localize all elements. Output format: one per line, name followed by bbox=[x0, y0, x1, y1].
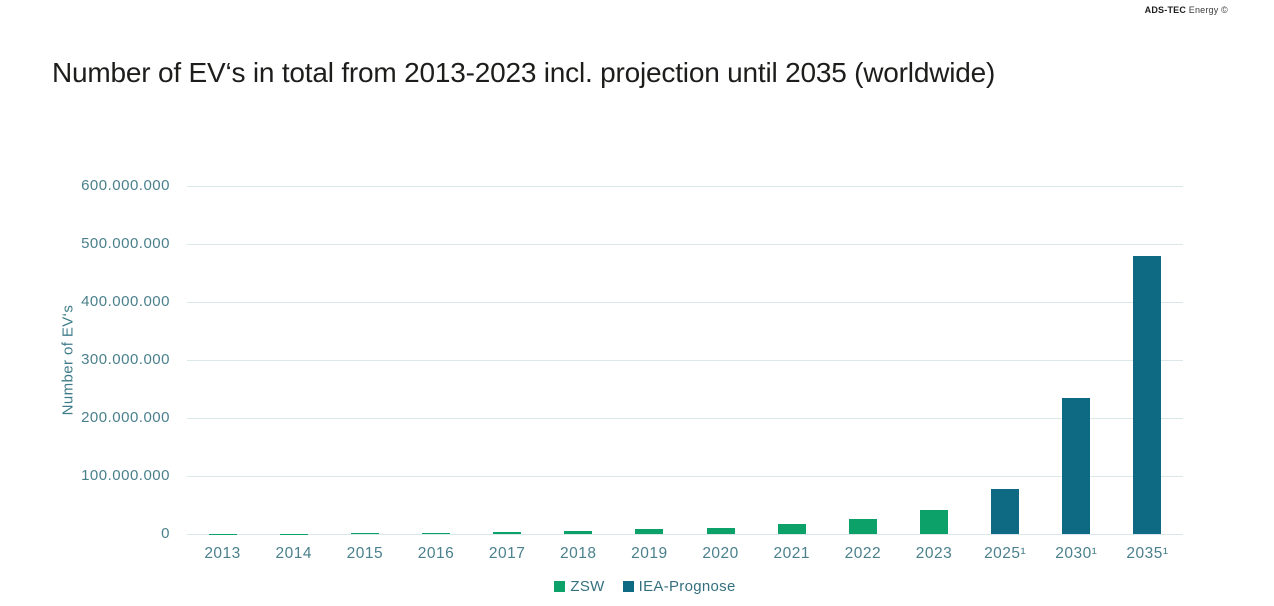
xtick-label: 2019 bbox=[631, 545, 668, 562]
bar-2020 bbox=[706, 527, 735, 534]
legend-label: IEA-Prognose bbox=[638, 578, 736, 595]
gridline bbox=[187, 301, 1183, 303]
bar-2022 bbox=[848, 518, 877, 534]
legend-swatch-icon bbox=[554, 581, 566, 592]
ytick-label: 100.000.000 bbox=[81, 467, 170, 484]
gridline bbox=[187, 475, 1183, 477]
xtick-label: 2014 bbox=[275, 545, 312, 562]
ytick-label: 200.000.000 bbox=[81, 409, 170, 426]
brand-suffix: Energy © bbox=[1186, 5, 1228, 15]
legend: ZSW IEA-Prognose bbox=[100, 578, 1190, 595]
bar-2018 bbox=[564, 530, 593, 534]
ytick-label: 0 bbox=[161, 525, 170, 542]
legend-label: ZSW bbox=[570, 578, 605, 595]
gridline bbox=[187, 533, 1183, 535]
brand-name: ADS-TEC bbox=[1144, 5, 1187, 15]
bar-2030 bbox=[1062, 397, 1091, 534]
xtick-label: 2021 bbox=[773, 545, 810, 562]
xtick-label: 2025¹ bbox=[984, 545, 1027, 562]
legend-swatch-icon bbox=[622, 581, 634, 592]
xtick-label: 2015 bbox=[346, 545, 384, 562]
ytick-label: 400.000.000 bbox=[81, 293, 170, 310]
legend-item-iea-prognose: IEA-Prognose bbox=[622, 578, 736, 595]
bar-2035 bbox=[1133, 255, 1162, 534]
xtick-label: 2013 bbox=[204, 545, 241, 562]
ytick-label: 600.000.000 bbox=[81, 177, 170, 194]
plot-area bbox=[187, 185, 1183, 535]
bar-2023 bbox=[920, 509, 948, 534]
chart-title: Number of EV‘s in total from 2013-2023 i… bbox=[52, 57, 996, 88]
xtick-label: 2023 bbox=[915, 545, 953, 562]
xtick-label: 2018 bbox=[560, 545, 597, 562]
xtick-label: 2016 bbox=[417, 545, 455, 562]
gridline bbox=[187, 417, 1183, 419]
bar-2015 bbox=[350, 533, 379, 534]
ytick-label: 300.000.000 bbox=[81, 351, 170, 368]
xtick-label: 2017 bbox=[488, 545, 526, 562]
brand-logo: ADS-TEC Energy © bbox=[1145, 5, 1228, 15]
bar-2025 bbox=[991, 489, 1020, 534]
gridline bbox=[187, 185, 1183, 187]
xtick-label: 2020 bbox=[702, 545, 739, 562]
bar-2021 bbox=[777, 524, 806, 534]
xtick-label: 2022 bbox=[844, 545, 882, 562]
gridline bbox=[187, 243, 1183, 245]
bar-2019 bbox=[635, 529, 664, 534]
bar-2017 bbox=[493, 532, 522, 534]
xtick-label: 2035¹ bbox=[1126, 545, 1169, 562]
ytick-label: 500.000.000 bbox=[81, 235, 170, 252]
gridline bbox=[187, 359, 1183, 361]
bar-2016 bbox=[422, 532, 450, 534]
legend-item-zsw: ZSW bbox=[554, 578, 604, 595]
xtick-label: 2030¹ bbox=[1055, 545, 1098, 562]
